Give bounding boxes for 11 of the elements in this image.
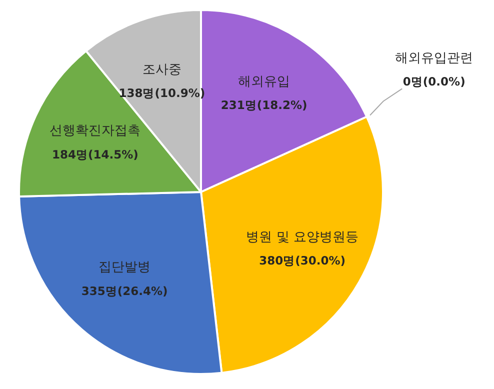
slice-label: 집단발병 [98, 260, 151, 276]
slice-label: 병원 및 요양병원등 [246, 230, 358, 245]
category-label: 해외유입관련 [395, 51, 474, 66]
slice-label: 해외유입 [238, 74, 290, 90]
data-label: 335명(26.4%) [81, 284, 168, 298]
slice-label: 선행확진자접촉 [50, 124, 141, 139]
data-label: 184명(14.5%) [52, 147, 138, 162]
data-label: 380명(30.0%) [259, 253, 346, 268]
text: 0명(0.0%) [402, 74, 466, 89]
data-label: 231명(18.2%) [220, 98, 308, 112]
slice-label: 조사중 [142, 62, 182, 78]
